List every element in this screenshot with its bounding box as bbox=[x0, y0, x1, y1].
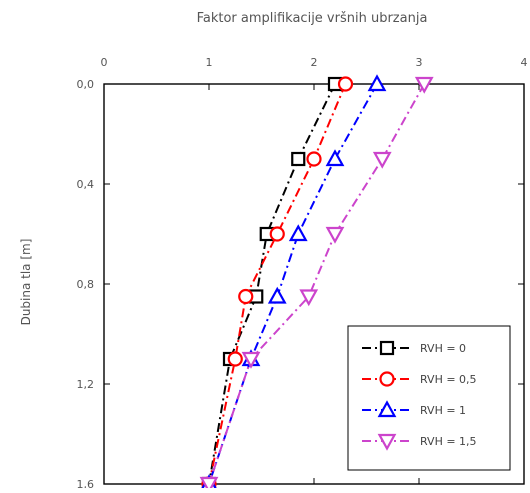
x-tick-label: 4 bbox=[521, 56, 528, 69]
legend-label: RVH = 1 bbox=[420, 404, 466, 417]
legend-label: RVH = 0,5 bbox=[420, 373, 477, 386]
series-line bbox=[208, 83, 426, 485]
series-3 bbox=[199, 76, 434, 493]
x-tick-label: 2 bbox=[311, 56, 318, 69]
legend: RVH = 0 RVH = 0,5 RVH = 1 RVH = 1,5 bbox=[347, 325, 511, 471]
y-tick-label: 0,0 bbox=[77, 78, 95, 91]
legend-entry: RVH = 1 bbox=[362, 400, 466, 418]
legend-box bbox=[347, 325, 511, 471]
legend-label: RVH = 1,5 bbox=[420, 435, 477, 448]
y-tick-label: 1,6 bbox=[77, 478, 95, 488]
y-tick-label: 0,8 bbox=[77, 278, 95, 291]
data-point bbox=[306, 151, 322, 167]
data-point bbox=[372, 151, 392, 169]
legend-marker bbox=[377, 400, 397, 418]
chart-title: Faktor amplifikacije vršnih ubrzanja bbox=[197, 11, 428, 26]
data-point bbox=[291, 151, 306, 167]
legend-marker bbox=[377, 433, 397, 451]
data-point bbox=[288, 224, 308, 242]
data-point bbox=[199, 476, 219, 493]
tick-layer: 0 1 2 3 4 0,0 0,4 0,8 1,2 1,6 bbox=[77, 56, 528, 491]
y-axis-label: Dubina tla [m] bbox=[19, 239, 33, 326]
data-point bbox=[241, 351, 261, 369]
x-tick-label: 1 bbox=[206, 56, 213, 69]
series-layer bbox=[199, 74, 434, 493]
data-point bbox=[414, 76, 434, 94]
series-line bbox=[208, 83, 347, 485]
y-tick-label: 1,2 bbox=[77, 378, 95, 391]
x-tick-label: 0 bbox=[101, 56, 108, 69]
legend-entry: RVH = 1,5 bbox=[362, 433, 477, 451]
data-point bbox=[267, 286, 287, 304]
x-tick-label: 3 bbox=[416, 56, 423, 69]
legend-marker bbox=[379, 340, 395, 356]
series-line bbox=[208, 83, 336, 485]
series-0 bbox=[201, 76, 343, 492]
legend-marker bbox=[379, 371, 395, 387]
y-tick-label: 0,4 bbox=[77, 178, 95, 191]
data-point bbox=[238, 288, 254, 305]
data-point bbox=[299, 289, 319, 307]
data-point bbox=[269, 226, 285, 242]
data-point bbox=[227, 351, 243, 367]
data-point bbox=[337, 76, 354, 92]
legend-entry: RVH = 0 bbox=[362, 340, 466, 356]
data-point bbox=[325, 226, 345, 244]
data-point bbox=[325, 149, 345, 167]
legend-entry: RVH = 0,5 bbox=[362, 371, 477, 387]
series-1 bbox=[201, 76, 354, 492]
legend-label: RVH = 0 bbox=[420, 342, 466, 355]
data-point bbox=[367, 74, 387, 92]
